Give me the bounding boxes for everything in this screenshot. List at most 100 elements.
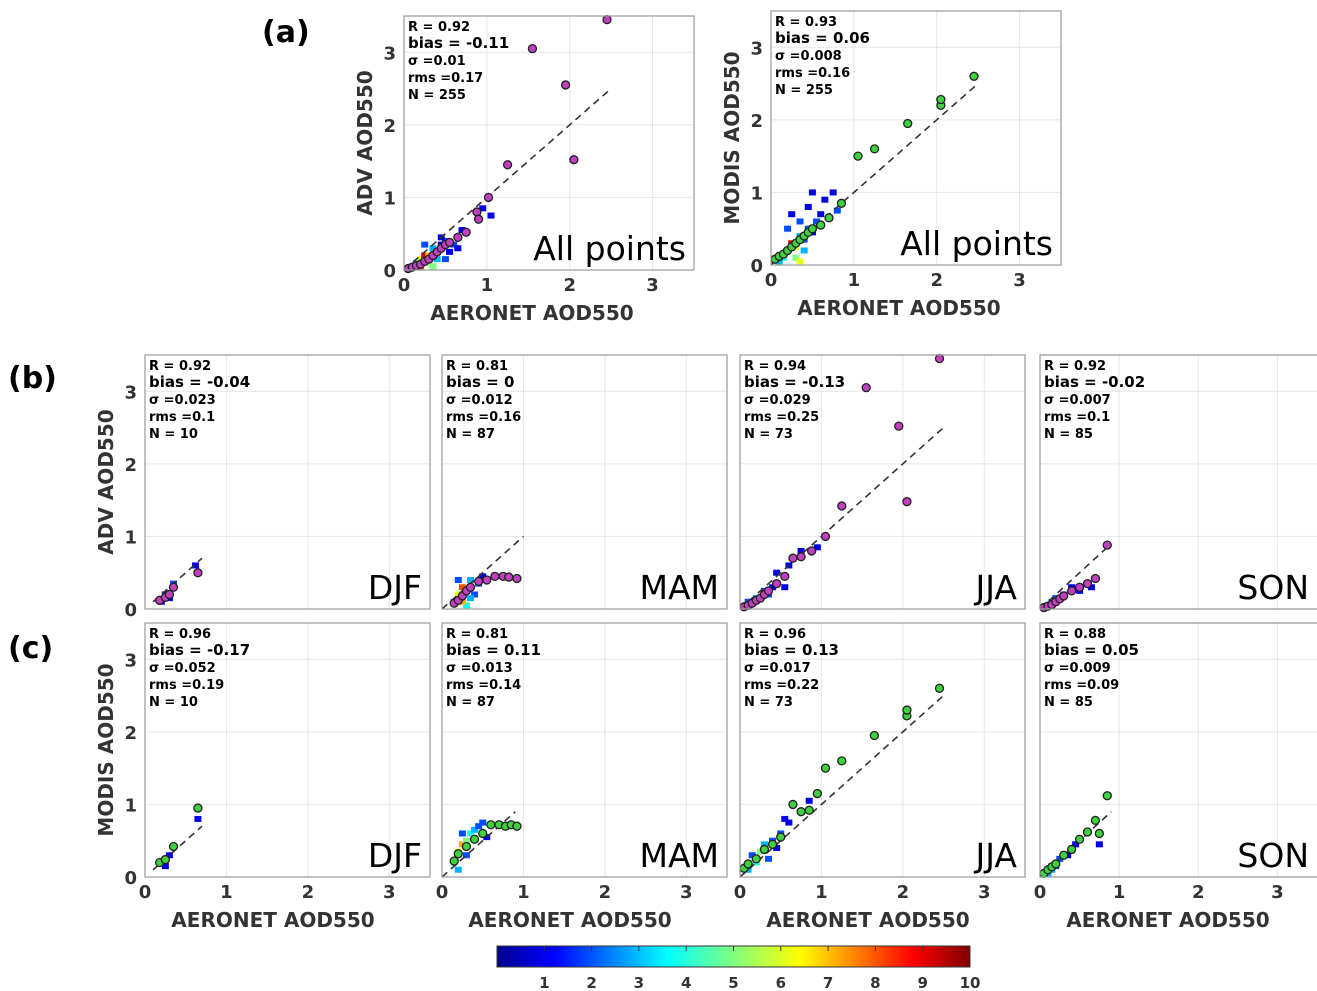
data-point: [444, 237, 455, 248]
stat-bias: bias = -0.13: [744, 373, 845, 391]
stat-bias: bias = -0.02: [1044, 373, 1145, 391]
y-tick-label: 2: [124, 455, 137, 476]
panel-annotation: DJF: [368, 568, 422, 607]
data-point: [763, 586, 774, 596]
stat-sigma: σ =0.052: [149, 661, 216, 676]
one-to-one-line: [152, 825, 203, 871]
density-cell: [467, 576, 474, 583]
stat-rms: rms =0.22: [744, 678, 819, 693]
density-cell: [483, 834, 491, 841]
density-cell: [817, 211, 825, 218]
density-cell: [748, 852, 756, 859]
x-axis-label: AERONET AOD550: [1066, 908, 1269, 932]
data-point: [780, 571, 790, 581]
data-point: [796, 552, 806, 562]
data-point: [751, 854, 761, 864]
x-axis-label: AERONET AOD550: [766, 908, 969, 932]
colorbar-tick-label: 9: [917, 974, 927, 991]
density-cell: [467, 830, 474, 837]
x-tick-label: 0: [1034, 882, 1047, 903]
stat-bias: bias = 0.06: [775, 29, 870, 47]
stat-R: R = 0.92: [408, 20, 470, 35]
density-cell: [813, 218, 821, 225]
x-tick-label: 0: [139, 882, 152, 903]
stat-R: R = 0.94: [744, 359, 806, 374]
colorbar-tick-label: 5: [728, 974, 738, 991]
stat-sigma: σ =0.017: [744, 661, 811, 676]
data-point: [902, 705, 912, 715]
data-point: [1094, 828, 1105, 839]
y-tick-label: 3: [124, 382, 137, 403]
y-tick-label: 3: [383, 43, 396, 64]
stat-bias: bias = -0.04: [149, 373, 250, 391]
density-cell: [765, 855, 772, 862]
colorbar-tick-label: 4: [681, 974, 691, 991]
data-point: [473, 214, 484, 224]
density-cell: [161, 863, 169, 870]
data-point: [820, 763, 831, 773]
stat-N: N = 255: [775, 83, 833, 98]
data-point: [193, 568, 203, 578]
data-point: [836, 198, 847, 208]
density-cell: [471, 826, 479, 833]
stat-R: R = 0.93: [775, 15, 837, 30]
x-tick-label: 2: [302, 882, 315, 903]
data-point: [902, 496, 912, 507]
x-tick-label: 1: [517, 882, 530, 903]
data-point: [168, 841, 179, 852]
data-point: [1082, 827, 1093, 837]
data-point: [502, 160, 513, 170]
data-point: [483, 192, 494, 203]
stat-sigma: σ =0.013: [446, 661, 513, 676]
data-point: [936, 94, 946, 105]
stat-N: N = 85: [1044, 427, 1093, 442]
data-point: [527, 44, 538, 54]
stat-sigma: σ =0.008: [775, 49, 842, 64]
one-to-one-line: [441, 811, 516, 878]
data-point: [869, 730, 880, 741]
density-cell: [454, 576, 462, 583]
data-point: [193, 803, 203, 813]
density-cell: [821, 196, 829, 203]
data-point: [820, 531, 831, 542]
y-tick-label: 2: [383, 116, 396, 137]
density-cell: [446, 248, 454, 255]
data-point: [969, 71, 979, 81]
stat-N: N = 73: [744, 427, 793, 442]
y-tick-label: 0: [124, 868, 137, 889]
data-point: [743, 859, 753, 869]
colorbar-tick-label: 7: [823, 974, 833, 991]
data-point: [461, 841, 472, 852]
stat-bias: bias = 0.11: [446, 641, 541, 659]
data-point: [1090, 573, 1101, 584]
x-tick-label: 2: [1192, 882, 1205, 903]
plot-frame: [144, 354, 431, 610]
density-cell: [475, 823, 483, 830]
stat-R: R = 0.96: [149, 627, 211, 642]
density-cell: [784, 225, 792, 232]
data-point: [804, 805, 814, 815]
y-tick-label: 0: [124, 600, 137, 621]
stat-sigma: σ =0.01: [408, 54, 466, 69]
density-cell: [429, 245, 437, 252]
data-point: [504, 572, 514, 582]
data-point: [1067, 844, 1077, 855]
density-cell: [421, 241, 429, 248]
data-point: [759, 844, 770, 855]
density-cell: [760, 841, 768, 848]
data-point: [796, 807, 806, 817]
y-tick-label: 0: [383, 261, 396, 282]
density-cell: [781, 815, 789, 822]
data-point: [473, 576, 484, 587]
data-point: [771, 578, 782, 589]
data-point: [461, 227, 471, 237]
data-point: [1074, 582, 1085, 592]
x-tick-label: 1: [848, 270, 861, 291]
density-cell: [479, 819, 487, 826]
stat-bias: bias = 0.05: [1044, 641, 1139, 659]
colorbar-tick-label: 10: [960, 974, 981, 991]
